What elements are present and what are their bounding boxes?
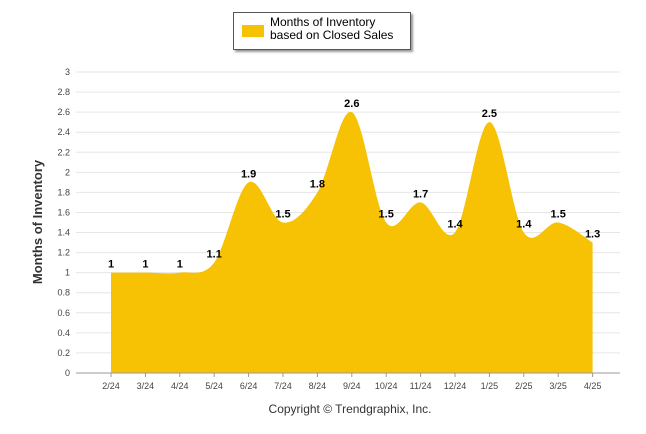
data-label: 1.5	[275, 209, 290, 221]
y-tick-label: 0.8	[57, 288, 70, 298]
y-tick-label: 0.2	[57, 348, 70, 358]
x-axis-ticks: 2/24 3/24 4/24 5/24 6/24 7/24 8/24 9/24 10/24 11/…	[102, 381, 601, 391]
data-label: 1.5	[551, 209, 566, 221]
data-label: 1.7	[413, 188, 428, 200]
x-tick-label: 12/24	[444, 381, 467, 391]
data-label: 1.9	[241, 168, 256, 180]
x-tick-label: 4/24	[171, 381, 189, 391]
y-tick-label: 0	[65, 368, 70, 378]
data-label: 1.4	[516, 219, 532, 231]
y-axis-title: Months of Inventory	[30, 159, 45, 284]
area-series	[111, 111, 593, 373]
x-tick-label: 2/25	[515, 381, 533, 391]
data-label: 1.8	[310, 178, 325, 190]
legend-label: Months of Inventory based on Closed Sale…	[270, 15, 394, 42]
x-tick-label: 9/24	[343, 381, 361, 391]
legend: Months of Inventory based on Closed Sale…	[233, 12, 411, 50]
x-tick-label: 11/24	[410, 381, 432, 391]
x-tick-label: 7/24	[274, 381, 292, 391]
data-label: 2.6	[344, 98, 359, 110]
x-tick-label: 10/24	[375, 381, 398, 391]
area-series-fill	[111, 111, 593, 373]
y-tick-label: 2.8	[57, 87, 70, 97]
data-label: 1.3	[585, 229, 600, 241]
y-tick-label: 1	[65, 268, 70, 278]
data-label: 1	[177, 259, 183, 271]
data-label: 1	[108, 259, 114, 271]
x-tick-label: 3/24	[137, 381, 155, 391]
y-tick-label: 0.6	[57, 308, 70, 318]
y-tick-label: 2.2	[57, 147, 70, 157]
y-tick-label: 1.2	[57, 248, 70, 258]
y-tick-label: 2.6	[57, 107, 70, 117]
data-label: 2.5	[482, 108, 497, 120]
data-label: 1	[142, 259, 148, 271]
y-tick-label: 3	[65, 67, 70, 77]
x-tick-label: 6/24	[240, 381, 258, 391]
y-tick-label: 1.6	[57, 207, 70, 217]
y-axis-ticks: 0 0.2 0.4 0.6 0.8 1 1.2 1.4 1.6 1.8 2 2.2 2.4 2.6 2.8 3	[57, 67, 70, 378]
data-labels: 1 1 1 1.1 1.9 1.5 1.8 2.6 1.5 1.7 1.4 2.5 1.4 1.5 1.3	[108, 98, 600, 271]
data-label: 1.1	[207, 249, 222, 261]
x-tick-label: 1/25	[481, 381, 499, 391]
x-tick-label: 5/24	[205, 381, 223, 391]
y-tick-label: 2	[65, 167, 70, 177]
x-tick-label: 3/25	[549, 381, 567, 391]
y-tick-label: 0.4	[57, 328, 70, 338]
legend-swatch	[242, 25, 264, 37]
y-tick-label: 1.8	[57, 187, 70, 197]
data-label: 1.4	[447, 219, 463, 231]
x-tick-label: 8/24	[309, 381, 327, 391]
data-label: 1.5	[379, 209, 394, 221]
y-tick-label: 2.4	[57, 127, 70, 137]
y-tick-label: 1.4	[57, 228, 70, 238]
x-tick-label: 4/25	[584, 381, 602, 391]
x-axis	[76, 372, 620, 377]
copyright-footer: Copyright © Trendgraphix, Inc.	[269, 402, 432, 416]
x-tick-label: 2/24	[102, 381, 120, 391]
